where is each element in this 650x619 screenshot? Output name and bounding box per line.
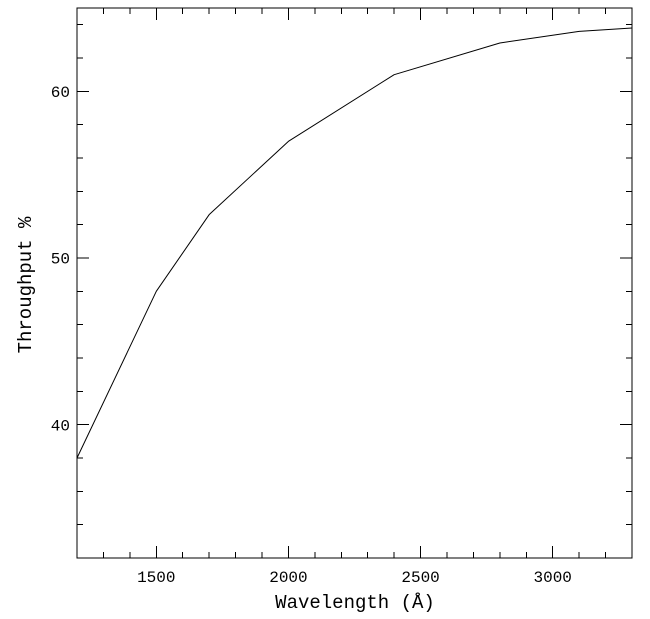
plot-frame xyxy=(76,7,633,559)
plot-area: 1500 2000 2500 3000 40 50 60 xyxy=(51,7,633,587)
x-tick-label: 3000 xyxy=(534,569,572,587)
throughput-curve xyxy=(76,27,633,459)
x-tick-label: 2500 xyxy=(401,569,439,587)
x-tick-label: 1500 xyxy=(137,569,175,587)
y-tick-label: 60 xyxy=(51,84,70,102)
x-tick-label: 2000 xyxy=(269,569,307,587)
x-axis-title: Wavelength (Å) xyxy=(275,592,435,614)
y-tick-label: 40 xyxy=(51,417,70,435)
y-axis-title: Throughput % xyxy=(15,216,37,353)
y-tick-label: 50 xyxy=(51,251,70,269)
